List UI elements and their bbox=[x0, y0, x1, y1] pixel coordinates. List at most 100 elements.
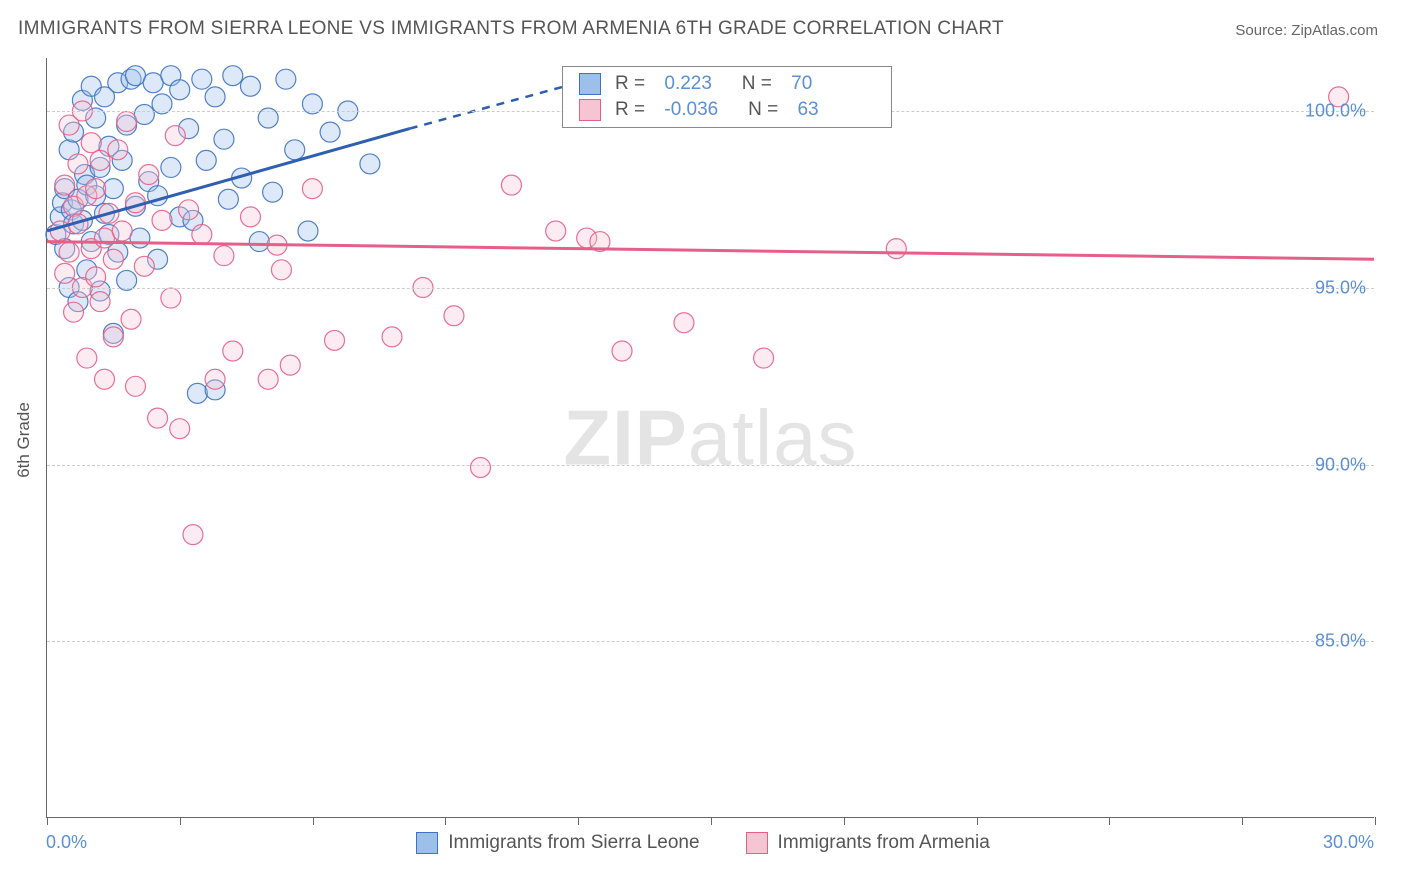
x-tick bbox=[578, 817, 579, 825]
data-point bbox=[148, 408, 168, 428]
data-point bbox=[214, 129, 234, 149]
data-point bbox=[546, 221, 566, 241]
stat-r-label: R = bbox=[615, 99, 650, 121]
stat-r-label: R = bbox=[615, 73, 650, 95]
data-point bbox=[382, 327, 402, 347]
x-tick bbox=[977, 817, 978, 825]
data-point bbox=[103, 249, 123, 269]
data-point bbox=[95, 228, 115, 248]
data-point bbox=[280, 355, 300, 375]
stat-n-label: N = bbox=[732, 99, 783, 121]
data-point bbox=[271, 260, 291, 280]
chart-svg bbox=[47, 58, 1374, 817]
data-point bbox=[130, 228, 150, 248]
data-point bbox=[192, 225, 212, 245]
data-point bbox=[240, 207, 260, 227]
data-point bbox=[223, 66, 243, 86]
data-point bbox=[77, 348, 97, 368]
data-point bbox=[108, 140, 128, 160]
data-point bbox=[143, 73, 163, 93]
data-point bbox=[754, 348, 774, 368]
data-point bbox=[165, 126, 185, 146]
regression-line bbox=[47, 242, 1374, 260]
data-point bbox=[444, 306, 464, 326]
data-point bbox=[161, 288, 181, 308]
data-point bbox=[302, 179, 322, 199]
data-point bbox=[886, 239, 906, 259]
data-point bbox=[183, 525, 203, 545]
data-point bbox=[218, 189, 238, 209]
data-point bbox=[121, 309, 141, 329]
x-tick bbox=[1242, 817, 1243, 825]
gridline-h bbox=[47, 288, 1374, 289]
bottom-legend: Immigrants from Sierra Leone Immigrants f… bbox=[0, 832, 1406, 854]
data-point bbox=[285, 140, 305, 160]
x-tick bbox=[47, 817, 48, 825]
y-axis-label: 6th Grade bbox=[14, 402, 34, 478]
data-point bbox=[196, 150, 216, 170]
y-tick-label: 85.0% bbox=[1315, 631, 1366, 652]
regression-line-extrapolated bbox=[410, 83, 578, 129]
y-tick-label: 100.0% bbox=[1305, 101, 1366, 122]
data-point bbox=[103, 179, 123, 199]
source-link[interactable]: ZipAtlas.com bbox=[1291, 22, 1378, 39]
source-label: Source: bbox=[1235, 22, 1291, 39]
x-tick bbox=[445, 817, 446, 825]
data-point bbox=[179, 200, 199, 220]
data-point bbox=[263, 182, 283, 202]
stats-row: R = 0.223 N = 70 bbox=[563, 71, 891, 97]
data-point bbox=[360, 154, 380, 174]
data-point bbox=[86, 179, 106, 199]
x-tick bbox=[844, 817, 845, 825]
data-point bbox=[68, 154, 88, 174]
source-attribution: Source: ZipAtlas.com bbox=[1235, 22, 1378, 39]
data-point bbox=[59, 242, 79, 262]
y-tick-label: 90.0% bbox=[1315, 454, 1366, 475]
data-point bbox=[214, 246, 234, 266]
data-point bbox=[55, 175, 75, 195]
plot-area: ZIPatlas 85.0%90.0%95.0%100.0% bbox=[46, 58, 1374, 818]
gridline-h bbox=[47, 465, 1374, 466]
data-point bbox=[240, 76, 260, 96]
legend-swatch bbox=[416, 832, 438, 854]
data-point bbox=[298, 221, 318, 241]
stat-r-value: 0.223 bbox=[664, 73, 712, 95]
legend-item: Immigrants from Sierra Leone bbox=[416, 832, 699, 854]
y-tick-label: 95.0% bbox=[1315, 277, 1366, 298]
data-point bbox=[112, 221, 132, 241]
data-point bbox=[276, 69, 296, 89]
correlation-stats-box: R = 0.223 N = 70R = -0.036 N = 63 bbox=[562, 66, 892, 128]
data-point bbox=[612, 341, 632, 361]
stat-n-value: 70 bbox=[791, 73, 812, 95]
data-point bbox=[223, 341, 243, 361]
x-tick bbox=[711, 817, 712, 825]
legend-label: Immigrants from Armenia bbox=[778, 832, 990, 854]
data-point bbox=[205, 369, 225, 389]
data-point bbox=[55, 263, 75, 283]
data-point bbox=[86, 267, 106, 287]
data-point bbox=[187, 383, 207, 403]
data-point bbox=[117, 112, 137, 132]
chart-title: IMMIGRANTS FROM SIERRA LEONE VS IMMIGRAN… bbox=[18, 18, 1004, 40]
stat-n-label: N = bbox=[726, 73, 777, 95]
data-point bbox=[249, 232, 269, 252]
data-point bbox=[501, 175, 521, 195]
legend-label: Immigrants from Sierra Leone bbox=[448, 832, 699, 854]
data-point bbox=[125, 66, 145, 86]
data-point bbox=[205, 87, 225, 107]
data-point bbox=[81, 133, 101, 153]
data-point bbox=[134, 104, 154, 124]
legend-swatch bbox=[579, 73, 601, 95]
data-point bbox=[134, 256, 154, 276]
data-point bbox=[90, 150, 110, 170]
legend-swatch bbox=[746, 832, 768, 854]
x-tick bbox=[1375, 817, 1376, 825]
data-point bbox=[170, 419, 190, 439]
data-point bbox=[161, 157, 181, 177]
data-point bbox=[152, 210, 172, 230]
stat-n-value: 63 bbox=[797, 99, 818, 121]
legend-item: Immigrants from Armenia bbox=[746, 832, 990, 854]
data-point bbox=[325, 330, 345, 350]
data-point bbox=[192, 69, 212, 89]
x-tick bbox=[1109, 817, 1110, 825]
